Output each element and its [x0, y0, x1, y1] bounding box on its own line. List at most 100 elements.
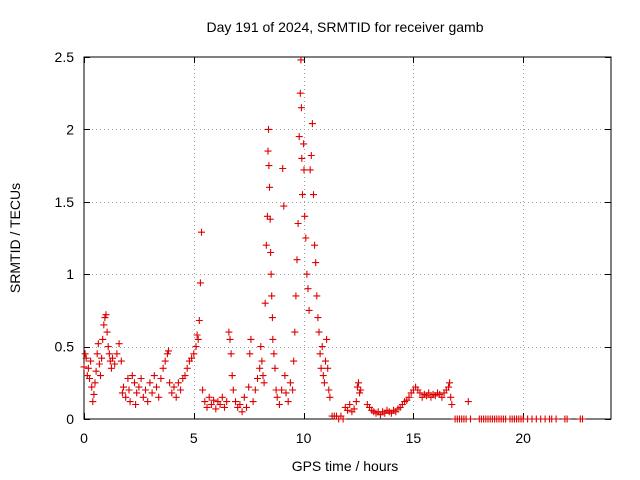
x-tick-label: 10	[296, 430, 312, 446]
data-point	[102, 311, 110, 319]
data-point	[86, 375, 93, 382]
data-point	[240, 393, 248, 401]
data-point	[98, 354, 106, 362]
data-point	[87, 357, 95, 365]
data-point	[131, 379, 138, 387]
x-tick-labels: 0 5 10 15 20	[80, 430, 531, 446]
data-point	[104, 343, 112, 351]
data-point	[448, 401, 456, 408]
data-point	[232, 398, 239, 406]
data-point	[89, 398, 97, 406]
data-point	[320, 379, 328, 387]
data-point	[294, 220, 302, 227]
data-point	[91, 379, 99, 387]
data-point	[286, 379, 294, 387]
data-point	[352, 398, 360, 406]
data-point	[246, 350, 254, 358]
y-tick-label: 2.5	[55, 49, 75, 65]
data-point	[183, 364, 191, 372]
chart-title: Day 191 of 2024, SRMTID for receiver gam…	[206, 19, 483, 35]
data-point	[315, 328, 323, 336]
data-point	[319, 372, 327, 380]
data-point	[122, 393, 130, 401]
data-point	[229, 386, 237, 394]
data-point	[100, 321, 108, 329]
data-point	[326, 393, 334, 401]
data-point	[92, 367, 100, 375]
data-point	[265, 125, 272, 133]
data-point	[118, 389, 126, 397]
data-point	[353, 383, 361, 391]
data-point	[267, 249, 275, 256]
data-point	[344, 406, 351, 414]
data-point	[245, 383, 253, 391]
data-point	[267, 270, 275, 278]
data-point	[313, 292, 321, 300]
data-point	[181, 372, 189, 380]
data-point	[203, 403, 211, 411]
data-point	[262, 241, 270, 249]
y-tick-label: 0	[66, 411, 74, 427]
data-point	[322, 357, 329, 365]
data-point	[201, 398, 209, 406]
data-point	[166, 379, 174, 387]
data-point	[300, 166, 308, 174]
data-point	[190, 350, 198, 358]
data-point	[218, 393, 226, 401]
data-point	[324, 364, 332, 372]
y-tick-label: 0.5	[55, 339, 75, 355]
data-point	[290, 357, 298, 365]
data-point	[446, 379, 454, 387]
data-point	[256, 364, 264, 372]
data-point	[292, 292, 300, 300]
data-point	[82, 354, 90, 362]
data-point	[356, 389, 364, 397]
data-point	[194, 335, 202, 343]
data-point	[117, 357, 125, 365]
data-point	[295, 133, 303, 141]
data-point	[467, 415, 474, 423]
data-point	[168, 389, 176, 397]
data-point	[269, 335, 277, 343]
data-point	[270, 350, 278, 358]
y-tick-label: 1	[66, 266, 74, 282]
data-point	[280, 202, 288, 210]
data-point	[128, 372, 136, 380]
data-point	[579, 415, 586, 423]
data-point	[188, 354, 196, 362]
data-point	[297, 56, 305, 64]
data-point	[195, 317, 203, 324]
data-point	[174, 379, 182, 387]
data-point	[316, 350, 324, 358]
data-point	[165, 347, 172, 355]
data-point	[196, 279, 204, 287]
data-point	[266, 215, 274, 223]
data-point	[301, 212, 309, 220]
data-point	[346, 401, 354, 408]
data-point	[261, 299, 269, 307]
data-point	[425, 389, 433, 397]
data-point	[212, 405, 220, 413]
data-point	[306, 166, 314, 174]
data-point	[172, 393, 180, 401]
data-point	[221, 403, 228, 411]
data-point	[99, 335, 107, 343]
data-point	[148, 389, 156, 397]
data-point	[225, 328, 233, 336]
data-point	[153, 383, 160, 391]
data-point	[90, 390, 98, 398]
x-tick-label: 15	[406, 430, 422, 446]
data-point	[223, 398, 231, 406]
data-point	[111, 360, 119, 368]
data-point	[113, 350, 121, 358]
data-point	[199, 386, 207, 394]
data-point	[144, 398, 152, 406]
data-point	[273, 393, 281, 401]
data-point	[303, 270, 311, 278]
data-point	[284, 398, 292, 406]
data-point	[243, 403, 250, 411]
data-point	[109, 354, 116, 362]
data-point	[126, 398, 134, 406]
y-axis-label: SRMTID / TECUs	[7, 183, 23, 293]
y-tick-labels: 0 0.5 1 1.5 2 2.5	[55, 49, 75, 427]
